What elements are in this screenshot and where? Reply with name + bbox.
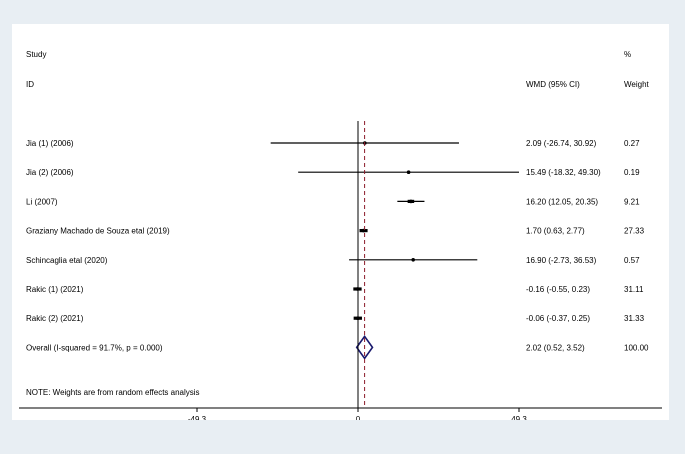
study-ci-text: 2.09 (-26.74, 30.92) bbox=[526, 139, 597, 148]
study-label: Rakic (1) (2021) bbox=[26, 285, 84, 294]
study-weight: 31.33 bbox=[624, 314, 645, 323]
study-weight: 0.27 bbox=[624, 139, 640, 148]
x-tick-label: 49.3 bbox=[511, 415, 527, 420]
study-ci-text: -0.06 (-0.37, 0.25) bbox=[526, 314, 590, 323]
header-study: Study bbox=[26, 50, 46, 59]
overall-label: Overall (I-squared = 91.7%, p = 0.000) bbox=[26, 343, 163, 352]
study-label: Jia (1) (2006) bbox=[26, 139, 74, 148]
study-point bbox=[411, 258, 415, 262]
study-weight: 31.11 bbox=[624, 285, 644, 294]
forest-plot-panel: Study ID WMD (95% CI)% Weight Jia (1) (2006… bbox=[12, 24, 669, 420]
forest-plot: Study ID WMD (95% CI)% Weight Jia (1) (2006… bbox=[19, 50, 662, 420]
header-wmd: WMD (95% CI) bbox=[526, 80, 580, 89]
study-label: Jia (2) (2006) bbox=[26, 168, 74, 177]
header-id: ID bbox=[26, 80, 34, 89]
study-point bbox=[406, 170, 411, 174]
study-weight: 9.21 bbox=[624, 197, 640, 206]
overall-weight: 100.00 bbox=[624, 343, 649, 352]
study-ci-text: 1.70 (0.63, 2.77) bbox=[526, 227, 585, 236]
study-ci-text: 16.90 (-2.73, 36.53) bbox=[526, 256, 597, 265]
study-weight: 0.57 bbox=[624, 256, 640, 265]
study-weight: 0.19 bbox=[624, 168, 640, 177]
weights-note: NOTE: Weights are from random effects an… bbox=[26, 388, 200, 397]
study-weight: 27.33 bbox=[624, 227, 645, 236]
study-ci-text: 15.49 (-18.32, 49.30) bbox=[526, 168, 601, 177]
x-tick-label: -49.3 bbox=[188, 415, 207, 420]
study-point bbox=[355, 287, 360, 291]
study-ci-text: 16.20 (12.05, 20.35) bbox=[526, 197, 598, 206]
study-ci-text: -0.16 (-0.55, 0.23) bbox=[526, 285, 590, 294]
header-percent: % bbox=[624, 50, 631, 59]
study-label: Schincaglia etal (2020) bbox=[26, 256, 108, 265]
study-label: Rakic (2) (2021) bbox=[26, 314, 84, 323]
overall-ci-text: 2.02 (0.52, 3.52) bbox=[526, 343, 585, 352]
x-tick-label: 0 bbox=[356, 415, 361, 420]
study-label: Graziany Machado de Souza etal (2019) bbox=[26, 227, 170, 236]
study-point bbox=[409, 199, 413, 204]
header-weight: Weight bbox=[624, 80, 650, 89]
study-label: Li (2007) bbox=[26, 197, 58, 206]
